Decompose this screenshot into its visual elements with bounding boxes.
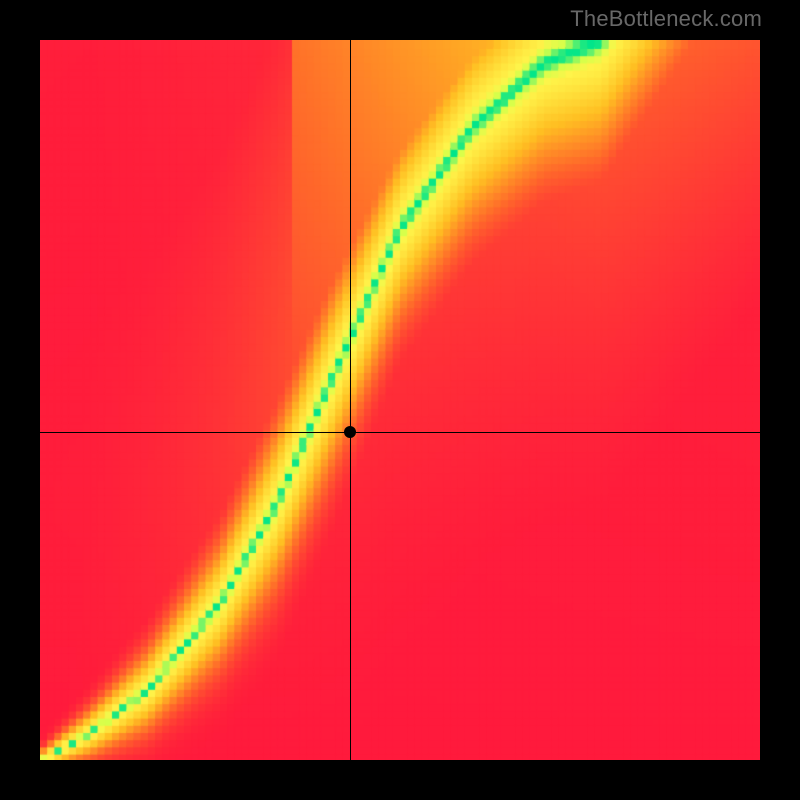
heatmap-canvas (40, 40, 760, 760)
focus-dot (344, 426, 356, 438)
figure-root: TheBottleneck.com (0, 0, 800, 800)
crosshair-vertical (350, 40, 351, 760)
watermark-text: TheBottleneck.com (570, 6, 762, 32)
heatmap-plot (40, 40, 760, 760)
crosshair-horizontal (40, 432, 760, 433)
